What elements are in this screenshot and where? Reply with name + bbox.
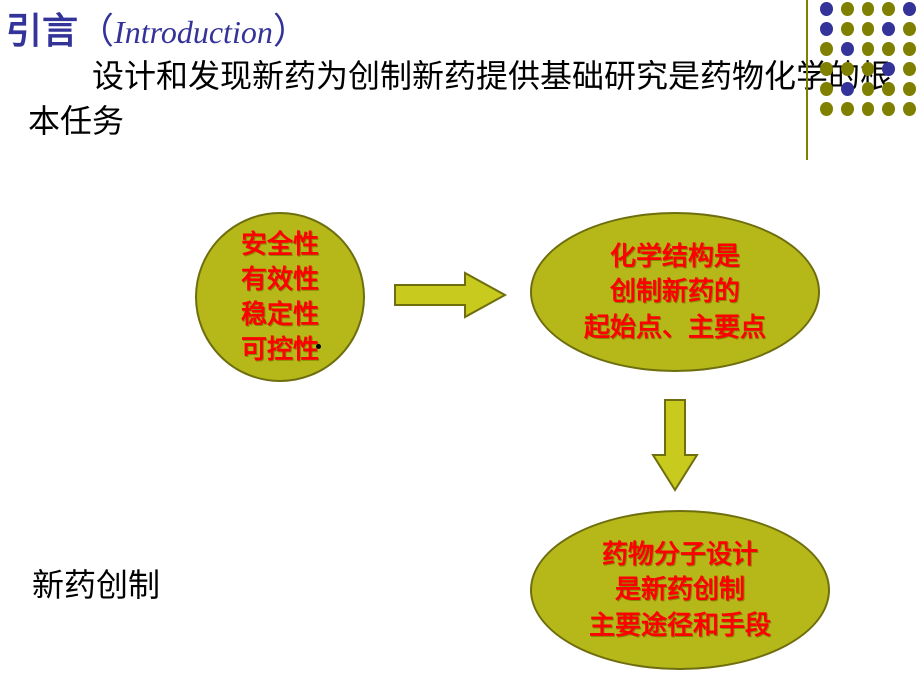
decorative-dot: [862, 62, 875, 76]
ellipse2-line2: 创制新药的: [610, 274, 740, 309]
decorative-dot: [862, 22, 875, 36]
decorative-dot: [903, 102, 916, 116]
decorative-dot-grid: [820, 2, 916, 122]
circle1-line4: 可控性: [241, 332, 319, 367]
title-en: Introduction: [114, 14, 273, 51]
title-paren-close: ）: [273, 2, 309, 54]
ellipse-chemical-structure: 化学结构是 创制新药的 起始点、主要点: [530, 212, 820, 372]
decorative-dot: [903, 82, 916, 96]
decorative-dot: [862, 82, 875, 96]
page-title: 引言 （ Introduction ）: [6, 2, 309, 54]
bullet-dot: [316, 344, 321, 349]
decorative-dot: [882, 42, 895, 56]
decorative-dot: [882, 22, 895, 36]
title-paren-open: （: [78, 2, 114, 54]
decorative-dot: [841, 62, 854, 76]
decorative-dot: [820, 62, 833, 76]
decorative-dot: [841, 82, 854, 96]
ellipse2-line3: 起始点、主要点: [584, 310, 766, 345]
decorative-dot: [903, 22, 916, 36]
decorative-dot: [903, 62, 916, 76]
decorative-dot: [841, 42, 854, 56]
decorative-dot: [820, 82, 833, 96]
circle1-line2: 有效性: [241, 262, 319, 297]
ellipse-molecular-design: 药物分子设计 是新药创制 主要途径和手段: [530, 510, 830, 670]
ellipse2-line1: 化学结构是: [610, 239, 740, 274]
ellipse3-line1: 药物分子设计: [602, 537, 758, 572]
decorative-dot: [841, 2, 854, 16]
decorative-dot: [820, 22, 833, 36]
decorative-dot: [903, 42, 916, 56]
decorative-dot: [882, 2, 895, 16]
decorative-dot: [882, 62, 895, 76]
decorative-dot: [820, 2, 833, 16]
decorative-dot: [882, 82, 895, 96]
decorative-dot: [862, 42, 875, 56]
arrow-down-icon: [650, 395, 700, 495]
vertical-divider: [806, 0, 808, 160]
title-cn: 引言: [6, 2, 78, 54]
arrow-right-icon: [390, 270, 510, 320]
decorative-dot: [862, 102, 875, 116]
decorative-dot: [903, 2, 916, 16]
decorative-dot: [862, 2, 875, 16]
decorative-dot: [820, 42, 833, 56]
decorative-dot: [841, 102, 854, 116]
decorative-dot: [882, 102, 895, 116]
circle-properties: 安全性 有效性 稳定性 可控性: [195, 212, 365, 382]
subtitle-text: 设计和发现新药为创制新药提供基础研究是药物化学的根本任务: [28, 54, 898, 144]
decorative-dot: [841, 22, 854, 36]
circle1-line3: 稳定性: [241, 297, 319, 332]
bottom-left-label: 新药创制: [32, 560, 160, 606]
ellipse3-line3: 主要途径和手段: [589, 608, 771, 643]
ellipse3-line2: 是新药创制: [615, 572, 745, 607]
circle1-line1: 安全性: [241, 227, 319, 262]
decorative-dot: [820, 102, 833, 116]
